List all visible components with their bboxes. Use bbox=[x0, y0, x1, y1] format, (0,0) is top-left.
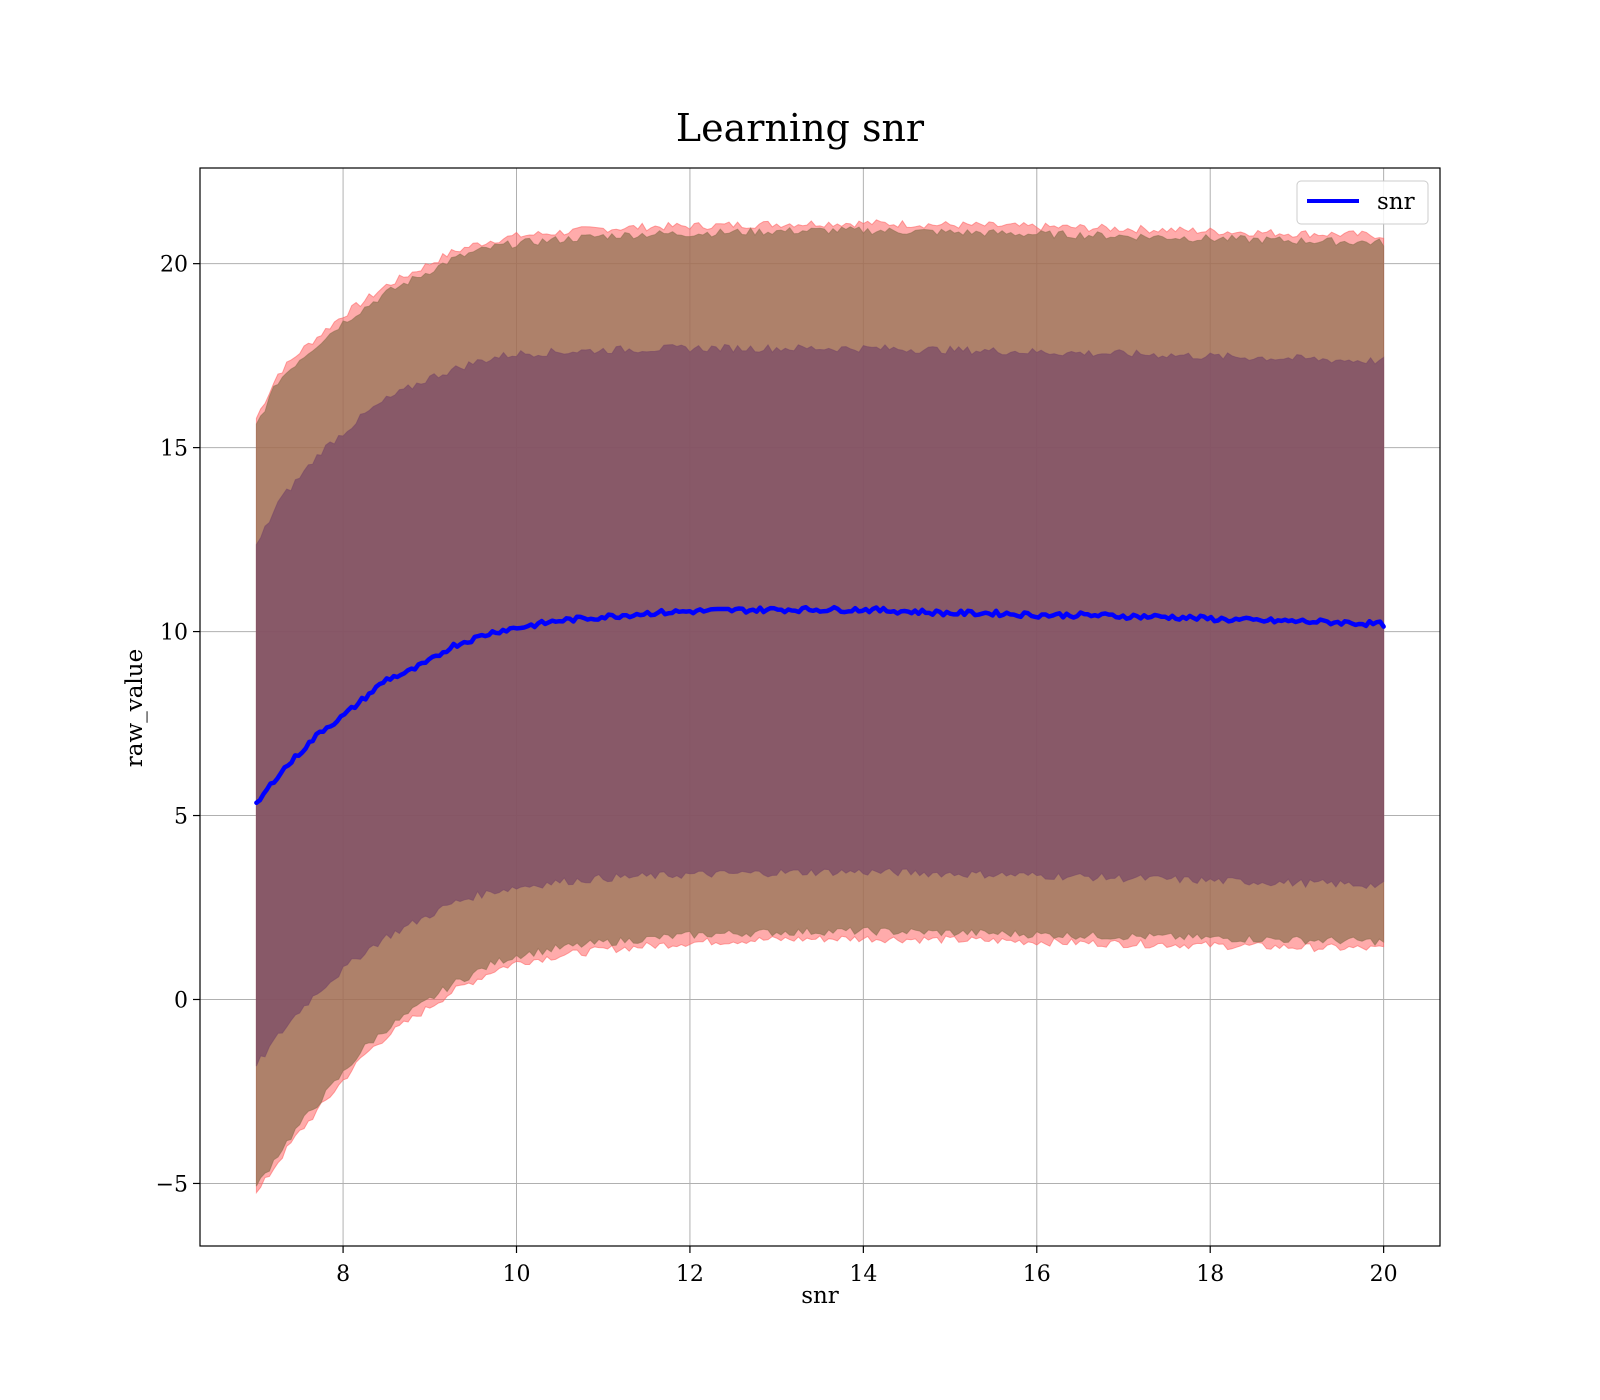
legend-box bbox=[1296, 180, 1429, 225]
x-tick-label: 12 bbox=[676, 1262, 704, 1287]
y-tick-label: 10 bbox=[160, 621, 188, 646]
data-lines bbox=[254, 604, 1386, 806]
y-tick-label: 0 bbox=[174, 988, 188, 1013]
x-tick-label: 8 bbox=[336, 1262, 350, 1287]
x-axis-ticks: 8 10 12 14 16 18 20 bbox=[336, 1246, 1398, 1287]
legend: snr bbox=[1296, 180, 1429, 225]
y-tick-label: 5 bbox=[174, 805, 188, 830]
x-tick-label: 10 bbox=[503, 1262, 531, 1287]
plot-frame bbox=[199, 167, 1441, 1247]
y-tick-label: 20 bbox=[160, 253, 188, 278]
legend-label-snr: snr bbox=[1377, 189, 1415, 215]
x-tick-label: 14 bbox=[849, 1262, 877, 1287]
x-tick-label: 20 bbox=[1370, 1262, 1398, 1287]
y-axis-ticks: −5 0 5 10 15 20 bbox=[156, 253, 200, 1197]
x-tick-label: 18 bbox=[1196, 1262, 1224, 1287]
y-tick-label: 15 bbox=[160, 437, 188, 462]
x-tick-label: 16 bbox=[1023, 1262, 1051, 1287]
series-line-snr bbox=[254, 604, 1386, 806]
y-axis-label: raw_value bbox=[122, 649, 148, 767]
confidence-bands bbox=[255, 219, 1385, 1195]
x-axis-label: snr bbox=[801, 1283, 839, 1309]
y-tick-label: −5 bbox=[156, 1172, 188, 1197]
chart-title: Learning snr bbox=[676, 106, 925, 150]
band-2 bbox=[255, 343, 1385, 1067]
